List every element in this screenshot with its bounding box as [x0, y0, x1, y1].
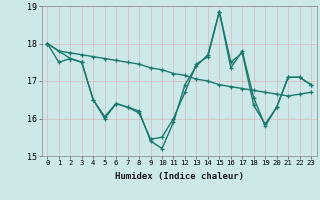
X-axis label: Humidex (Indice chaleur): Humidex (Indice chaleur): [115, 172, 244, 181]
